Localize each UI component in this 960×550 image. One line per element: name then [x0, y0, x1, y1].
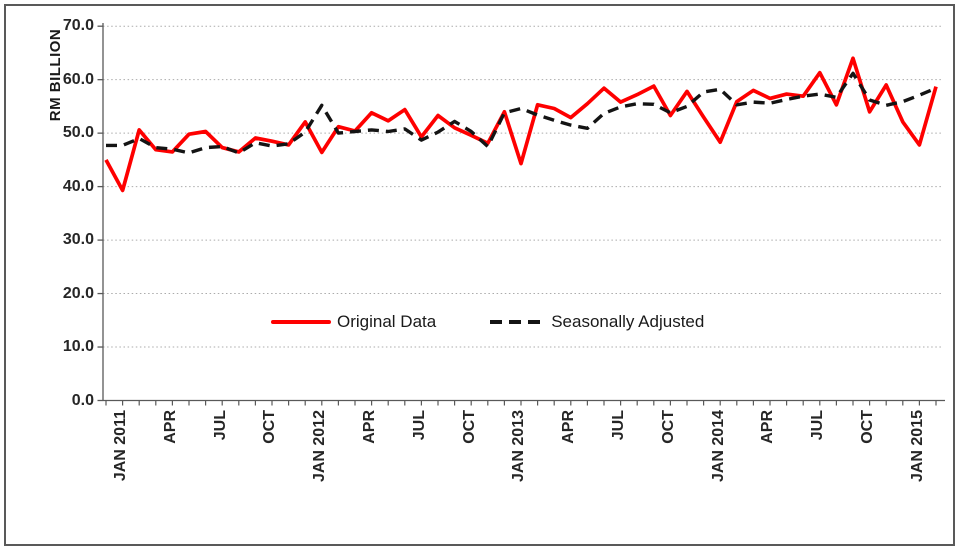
y-tick-label-30.0: 30.0	[62, 231, 94, 249]
x-tick-label-apr: APR	[161, 410, 179, 444]
y-tick-label-70.0: 70.0	[62, 17, 94, 35]
x-tick-label-jul: JUL	[610, 410, 627, 441]
x-tick-label-jan-2015: JAN 2015	[908, 410, 926, 483]
x-tick-label-apr: APR	[560, 410, 578, 444]
x-tick-label-jan-2012: JAN 2012	[311, 410, 329, 483]
y-tick-label-60.0: 60.0	[62, 70, 94, 88]
y-tick-label-50.0: 50.0	[62, 124, 94, 142]
x-tick-label-jul: JUL	[410, 410, 428, 441]
x-tick-label-oct: OCT	[261, 410, 279, 444]
y-tick-label-0.0: 0.0	[71, 391, 94, 409]
series-line-seasonally-adjusted	[106, 71, 937, 155]
legend: Original Data Seasonally Adjusted	[271, 312, 704, 332]
x-tick-label-oct: OCT	[659, 410, 677, 444]
x-tick-label-jul: JUL	[809, 410, 827, 441]
x-tick-label-oct: OCT	[460, 410, 478, 444]
x-tick-label-oct: OCT	[859, 410, 876, 444]
x-tick-label-jan-2011: JAN 2011	[112, 410, 129, 482]
legend-original-line-swatch	[271, 320, 331, 324]
y-tick-label-20.0: 20.0	[62, 284, 94, 302]
x-tick-label-jul: JUL	[211, 410, 229, 441]
legend-seasonal-line-swatch	[490, 320, 544, 324]
x-tick-label-jan-2013: JAN 2013	[510, 410, 528, 483]
legend-original-label: Original Data	[337, 312, 437, 331]
y-tick-label-10.0: 10.0	[62, 338, 94, 356]
series-line-original-data	[104, 56, 938, 193]
x-tick-label-jan-2014: JAN 2014	[709, 410, 727, 483]
x-tick-label-apr: APR	[361, 410, 378, 444]
x-tick-label-apr: APR	[759, 410, 777, 444]
y-tick-label-40.0: 40.0	[62, 177, 94, 195]
legend-seasonal-label: Seasonally Adjusted	[551, 312, 705, 331]
